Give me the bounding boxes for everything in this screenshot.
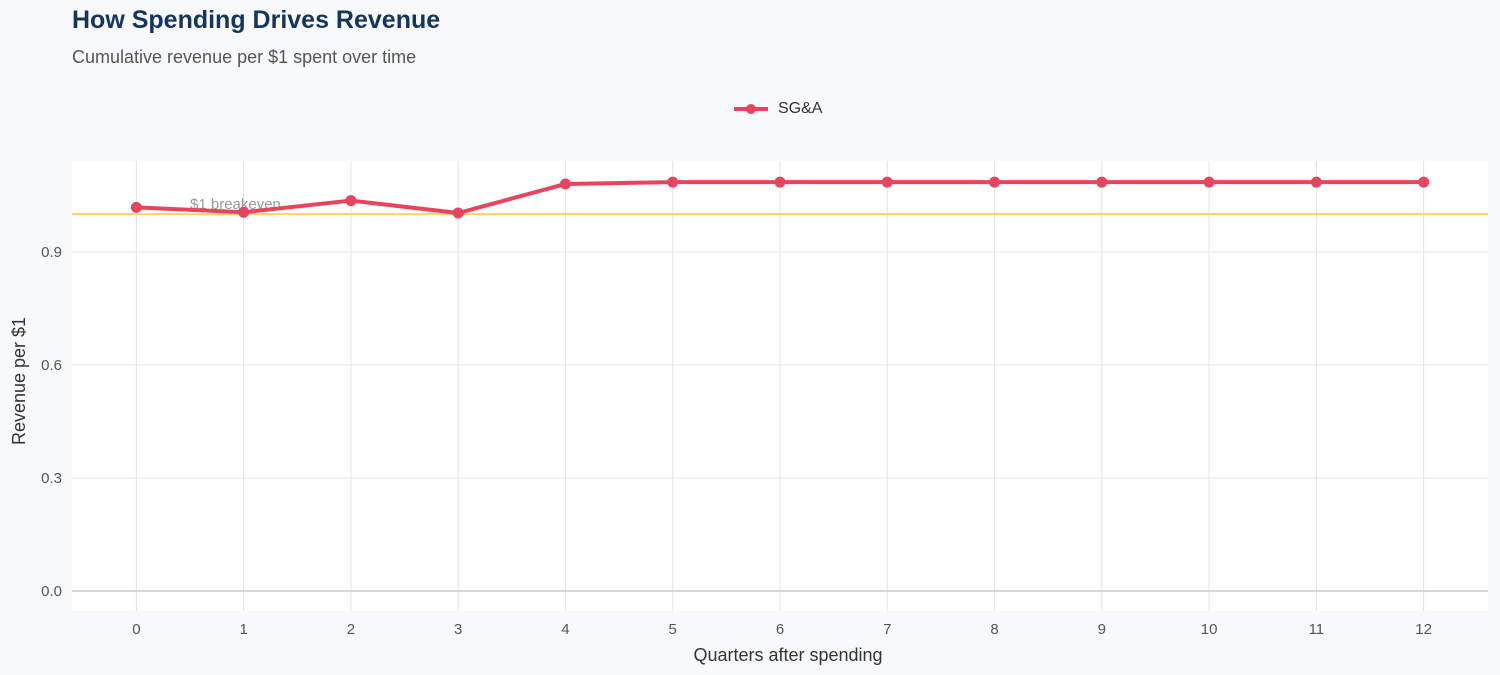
x-axis-label: Quarters after spending (693, 645, 882, 665)
x-tick-label: 7 (883, 621, 891, 638)
data-point (774, 176, 786, 188)
y-tick-label: 0.6 (41, 357, 62, 374)
x-tick-label: 8 (990, 621, 998, 638)
x-tick-label: 3 (454, 621, 462, 638)
data-point (1096, 176, 1108, 188)
data-point (238, 206, 250, 218)
x-tick-label: 5 (669, 621, 677, 638)
x-tick-label: 1 (239, 621, 247, 638)
x-tick-label: 4 (561, 621, 569, 638)
data-point (1310, 176, 1322, 188)
chart-title: How Spending Drives Revenue (72, 6, 441, 34)
x-tick-label: 2 (347, 621, 355, 638)
y-tick-label: 0.9 (41, 244, 62, 261)
y-tick-label: 0.3 (41, 470, 62, 487)
x-tick-label: 11 (1309, 621, 1325, 638)
x-tick-label: 0 (132, 621, 140, 638)
legend: SG&A (734, 100, 822, 118)
data-point (881, 176, 893, 188)
data-point (667, 176, 679, 188)
y-tick-label: 0.0 (41, 583, 62, 600)
x-tick-label: 6 (776, 621, 784, 638)
data-point (130, 201, 142, 213)
legend-label: SG&A (778, 100, 823, 117)
data-point (1203, 176, 1215, 188)
data-point (1418, 176, 1430, 188)
data-point (559, 178, 571, 190)
x-tick-label: 9 (1098, 621, 1106, 638)
legend-swatch (734, 104, 768, 114)
x-tick-label: 10 (1201, 621, 1218, 638)
y-axis-label: Revenue per $1 (9, 317, 29, 445)
x-tick-label: 12 (1415, 621, 1432, 638)
data-point (345, 195, 357, 207)
chart-subtitle: Cumulative revenue per $1 spent over tim… (72, 47, 417, 67)
data-point (452, 207, 464, 219)
data-point (989, 176, 1001, 188)
